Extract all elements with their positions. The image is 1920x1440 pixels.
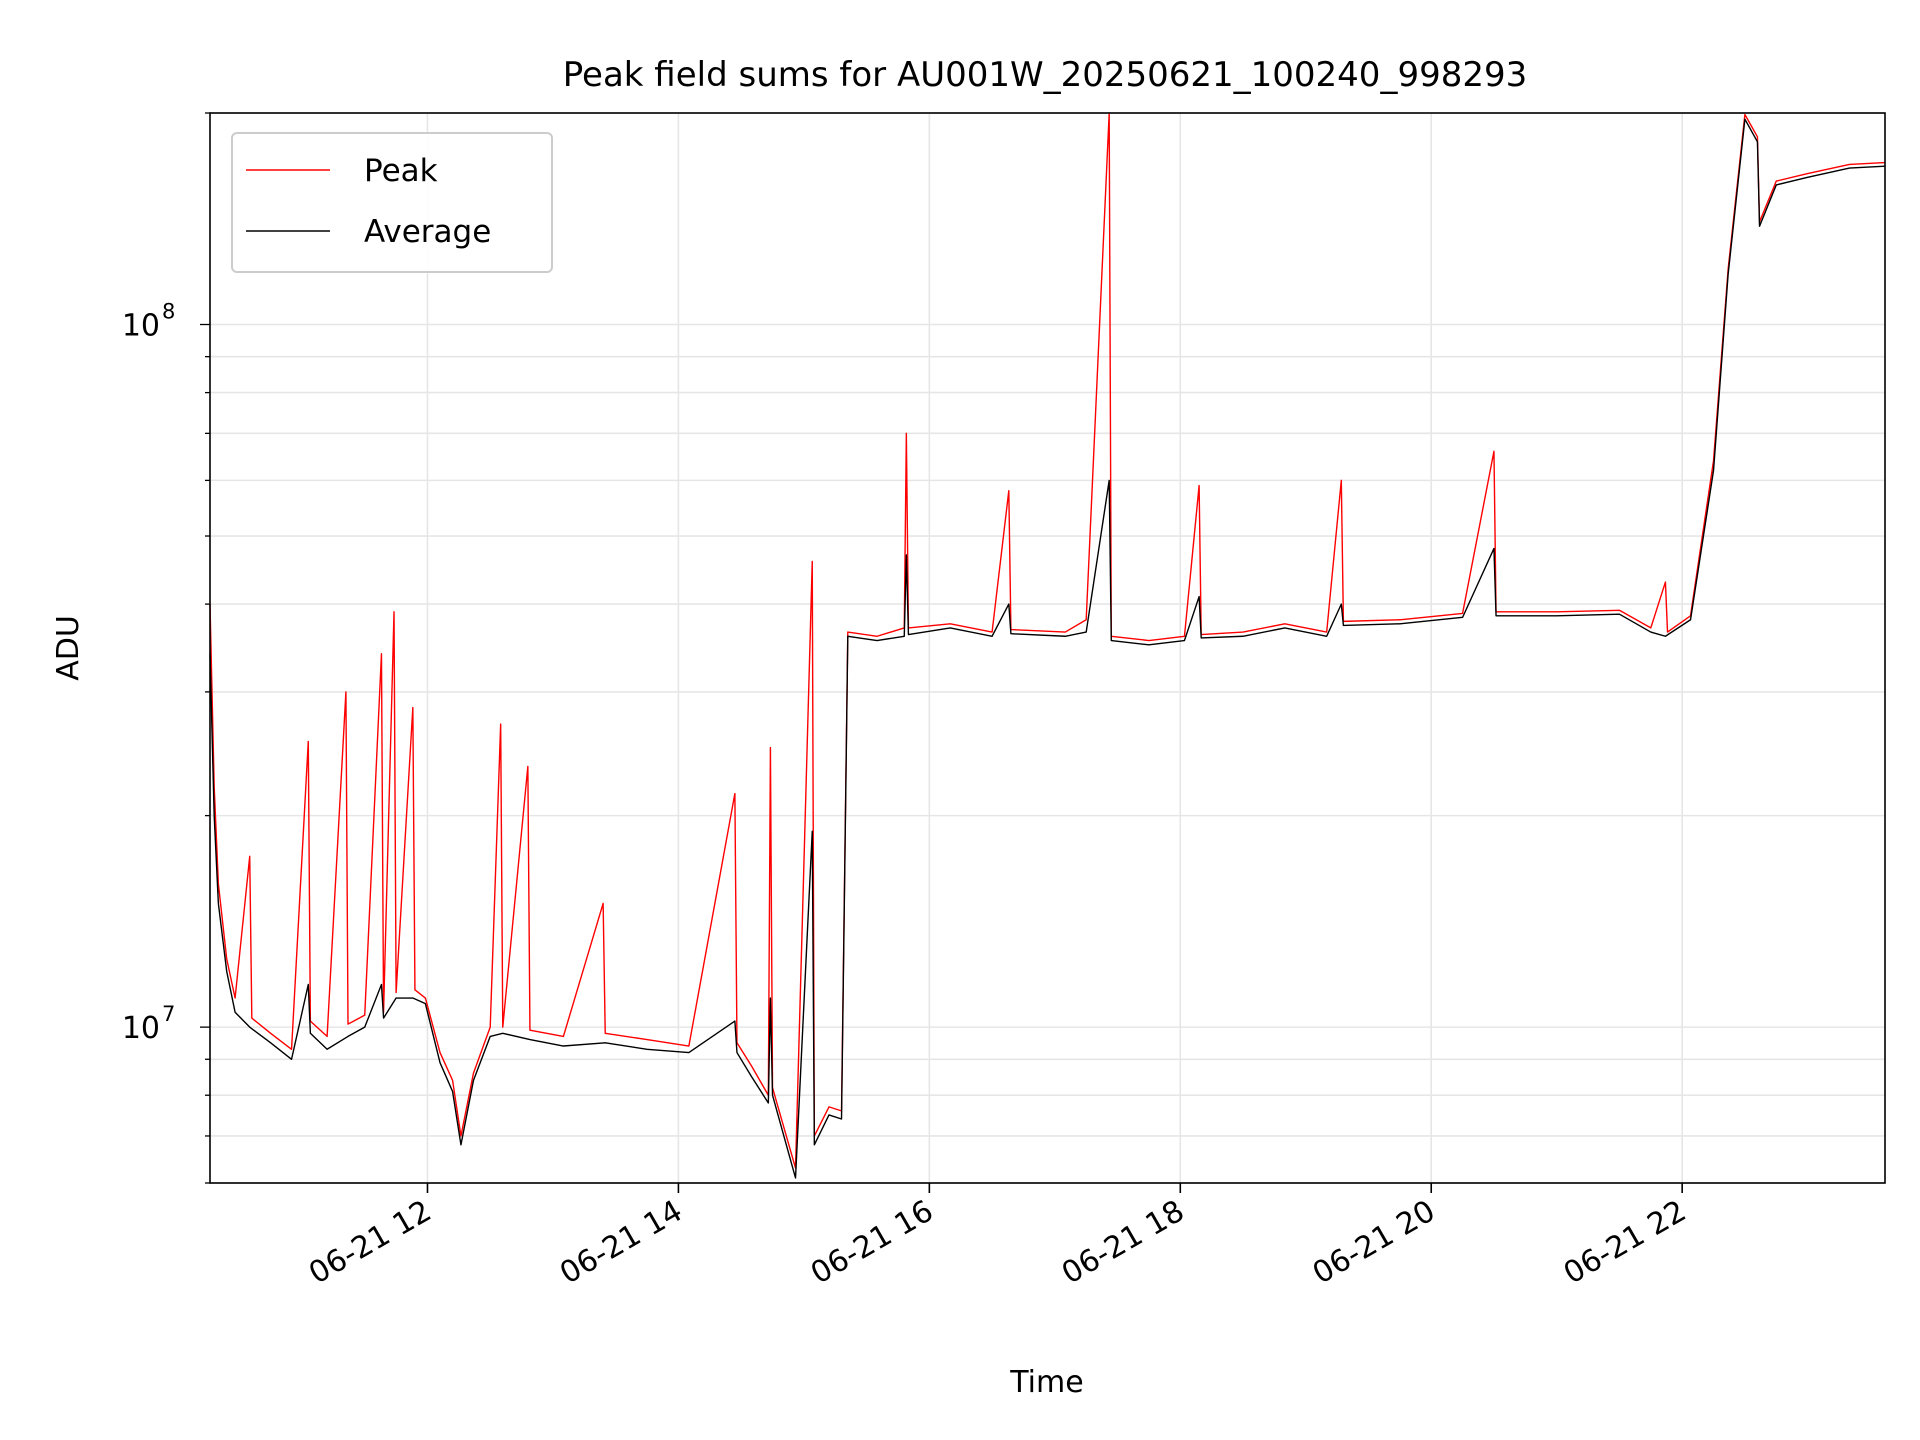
- series-line-average: [209, 118, 1886, 1179]
- legend-box: [231, 132, 553, 273]
- grid-layer: [210, 112, 1885, 1184]
- y-tick-label: 10: [122, 1011, 160, 1046]
- y-tick-exponent: 7: [162, 1002, 175, 1026]
- series-layer: [209, 112, 1886, 1179]
- x-axis-label: Time: [1009, 1365, 1083, 1400]
- plot-frame: [209, 112, 1886, 1184]
- chart-title: Peak field sums for AU001W_20250621_1002…: [563, 55, 1527, 95]
- legend-average-label: Average: [364, 214, 491, 250]
- y-tick-exponent: 8: [162, 300, 175, 324]
- legend: Peak Average: [231, 132, 553, 273]
- legend-peak-label: Peak: [364, 153, 438, 189]
- y-axis-label: ADU: [51, 615, 86, 681]
- series-line-peak: [209, 112, 1886, 1169]
- y-tick-label: 10: [122, 309, 160, 344]
